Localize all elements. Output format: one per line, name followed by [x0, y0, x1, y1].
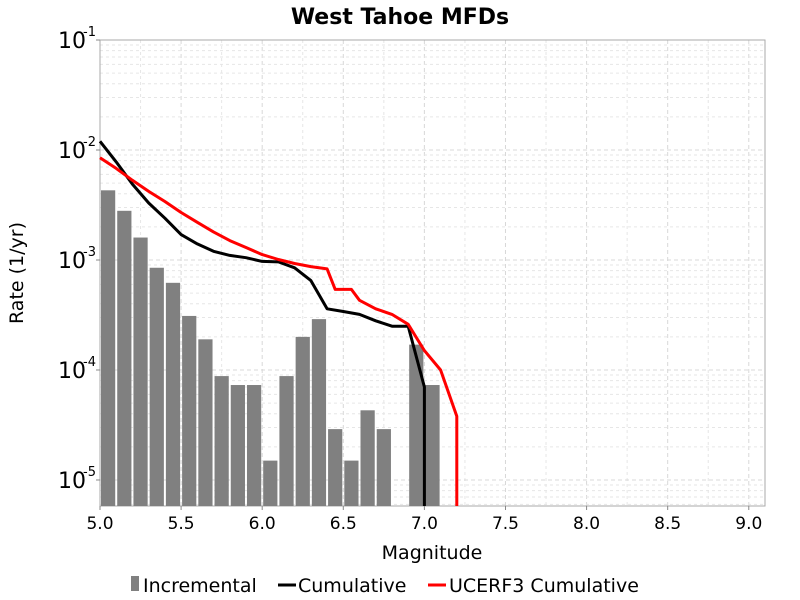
x-tick-label: 5.0: [86, 514, 113, 534]
legend-label-incremental: Incremental: [143, 575, 257, 597]
y-tick-exponent: -1: [83, 25, 96, 40]
y-tick-base: 10: [58, 469, 86, 494]
incremental-bar: [328, 429, 343, 506]
legend-swatch-incremental: [131, 576, 139, 591]
y-tick-exponent: -2: [83, 135, 96, 150]
y-tick-exponent: -4: [83, 355, 96, 370]
incremental-bar: [295, 336, 310, 506]
incremental-bar: [263, 460, 278, 506]
y-tick-exponent: -5: [83, 465, 96, 480]
incremental-bar: [133, 237, 148, 506]
incremental-bar: [360, 410, 375, 506]
incremental-bar: [214, 376, 229, 506]
legend: Incremental Cumulative UCERF3 Cumulative: [131, 575, 639, 597]
cumulative-line: [98, 140, 426, 506]
x-tick-label: 6.5: [330, 514, 357, 534]
y-tick-base: 10: [58, 249, 86, 274]
incremental-bar: [279, 376, 294, 506]
incremental-bar: [246, 385, 262, 506]
incremental-bar: [149, 267, 164, 506]
x-axis-label: Magnitude: [382, 542, 483, 564]
incremental-bar: [344, 460, 359, 506]
cumulative-lines: [98, 140, 459, 506]
incremental-bar: [101, 190, 116, 506]
incremental-bar: [409, 344, 424, 506]
x-tick-label: 7.5: [492, 514, 519, 534]
incremental-bar: [311, 319, 327, 506]
incremental-bar: [165, 282, 181, 506]
incremental-bar: [230, 385, 245, 506]
y-tick-exponent: -3: [83, 245, 96, 260]
incremental-bar: [425, 385, 440, 506]
legend-label-ucerf3-cumulative: UCERF3 Cumulative: [449, 575, 639, 597]
y-axis-label: Rate (1/yr): [6, 222, 28, 324]
y-tick-base: 10: [58, 29, 86, 54]
legend-label-cumulative: Cumulative: [298, 575, 406, 597]
y-tick-base: 10: [58, 139, 86, 164]
incremental-bar: [198, 339, 213, 506]
chart-title: West Tahoe MFDs: [291, 5, 509, 30]
ucerf3-cumulative-line: [99, 156, 459, 506]
y-tick-base: 10: [58, 359, 86, 384]
x-tick-label: 6.0: [249, 514, 276, 534]
incremental-bar: [117, 210, 132, 507]
incremental-bar: [182, 315, 197, 506]
x-tick-label: 8.0: [573, 514, 600, 534]
y-axis: 10-110-210-310-410-5: [58, 25, 100, 494]
x-axis: 5.0 5.5 6.0 6.5 7.0 7.5 8.0 8.5 9.0: [86, 506, 762, 534]
incremental-bar: [376, 429, 391, 506]
x-tick-label: 9.0: [735, 514, 762, 534]
x-tick-label: 7.0: [411, 514, 438, 534]
x-tick-label: 8.5: [654, 514, 681, 534]
incremental-bars: [101, 190, 440, 507]
x-tick-label: 5.5: [168, 514, 195, 534]
